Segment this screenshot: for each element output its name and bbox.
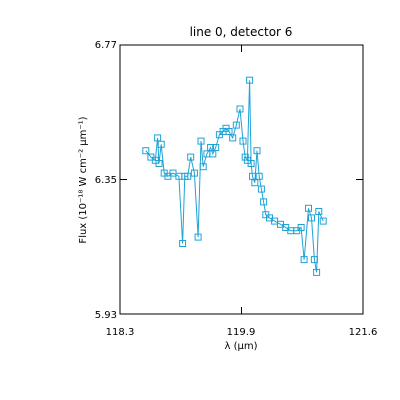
x-tick-label-min: 118.3 (106, 327, 135, 338)
data-point (257, 185, 265, 193)
series-line (145, 80, 324, 273)
data-point (305, 204, 312, 212)
x-axis-title: λ (μm) (224, 341, 257, 352)
data-point (157, 140, 165, 148)
data-point (313, 268, 321, 276)
data-point (255, 172, 263, 180)
data-point (142, 147, 150, 155)
data-point (260, 198, 268, 206)
data-point (246, 76, 254, 84)
data-point (229, 134, 237, 142)
data-point (190, 169, 198, 177)
y-axis-ticks (120, 44, 363, 315)
data-point (247, 160, 255, 167)
y-axis-title: Flux (10⁻¹⁸ W cm⁻² μm⁻¹) (78, 116, 89, 243)
data-point (194, 233, 202, 241)
data-point (179, 240, 187, 247)
x-axis-ticks (119, 45, 364, 314)
data-point (315, 208, 323, 215)
data-point (232, 121, 240, 129)
data-point (310, 256, 318, 264)
x-tick-label-mid: 119.9 (227, 327, 256, 338)
chart-title: line 0, detector 6 (190, 25, 293, 39)
y-tick-label-max: 6.77 (95, 40, 117, 51)
data-point (199, 163, 207, 171)
y-tick-label-mid: 6.35 (95, 175, 117, 186)
data-point (251, 179, 259, 187)
data-point (197, 137, 205, 145)
series-0 (142, 76, 327, 276)
data-point (300, 256, 308, 264)
data-point (297, 224, 305, 231)
data-point (212, 144, 220, 151)
data-point (308, 214, 315, 222)
data-point (239, 137, 247, 145)
data-point (236, 105, 244, 113)
data-point (253, 147, 261, 155)
plot-frame (119, 44, 364, 315)
data-point (154, 134, 162, 142)
data-point (187, 153, 195, 161)
data-point (155, 160, 163, 167)
y-tick-label-min: 5.93 (95, 310, 117, 321)
x-tick-label-max: 121.6 (349, 327, 378, 338)
data-point (184, 172, 192, 180)
data-point (225, 128, 233, 135)
data-point (319, 217, 327, 225)
